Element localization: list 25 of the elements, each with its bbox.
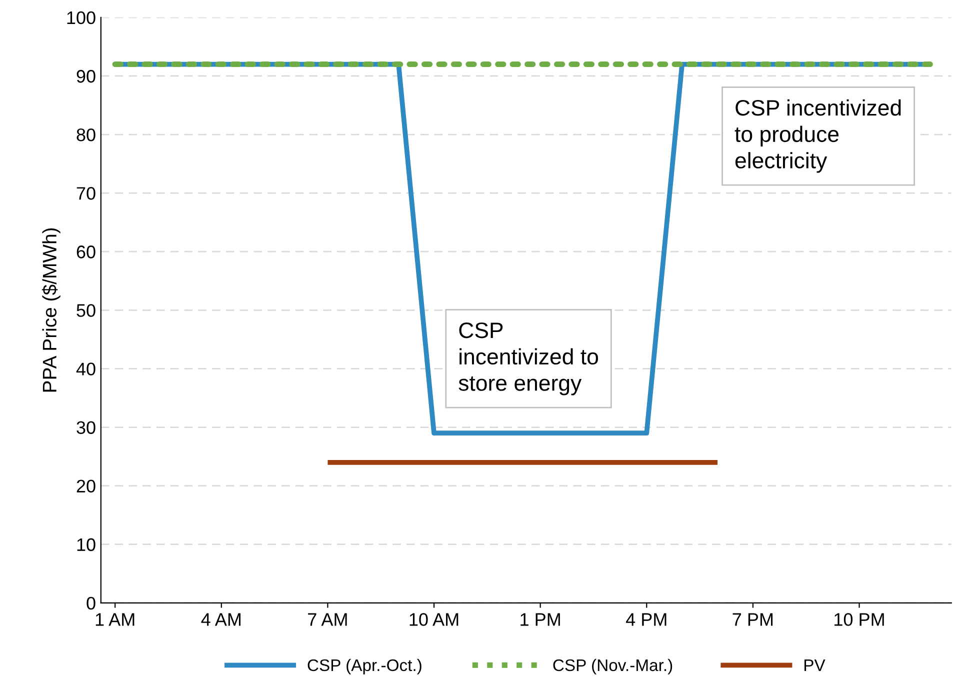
annotation: CSP incentivized to produce electricity [734, 99, 901, 173]
y-tick-label: 90 [76, 70, 96, 83]
x-tick-label: 4 AM [201, 613, 240, 626]
x-tick-label: 1 PM [520, 613, 560, 626]
y-tick-label: 60 [76, 246, 96, 258]
legend-label: CSP (Nov.-Mar.) [553, 658, 672, 674]
y-tick-label: 10 [77, 538, 96, 552]
y-axis-title: PPA Price ($/MWh) [42, 228, 60, 392]
x-tick-label: 1 AM [96, 613, 134, 626]
annotation: CSP incentivized to store energy [458, 322, 598, 396]
legend-label: PV [804, 660, 826, 671]
x-tick-label: 4 PM [626, 613, 666, 626]
y-tick-label: 20 [76, 480, 96, 493]
y-tick-label: 80 [76, 128, 96, 142]
legend-label: CSP (Apr.-Oct.) [308, 658, 422, 674]
x-tick-label: 10 AM [410, 613, 458, 626]
x-tick-label: 7 PM [732, 613, 773, 626]
y-tick-label: 30 [76, 421, 96, 434]
y-tick-label: 0 [86, 596, 96, 610]
x-tick-label: 7 AM [308, 613, 347, 626]
y-tick-label: 40 [76, 362, 96, 376]
y-tick-label: 70 [76, 187, 96, 200]
y-tick-label: 100 [67, 11, 96, 24]
x-tick-label: 10 PM [834, 613, 884, 626]
y-tick-label: 50 [76, 304, 96, 317]
